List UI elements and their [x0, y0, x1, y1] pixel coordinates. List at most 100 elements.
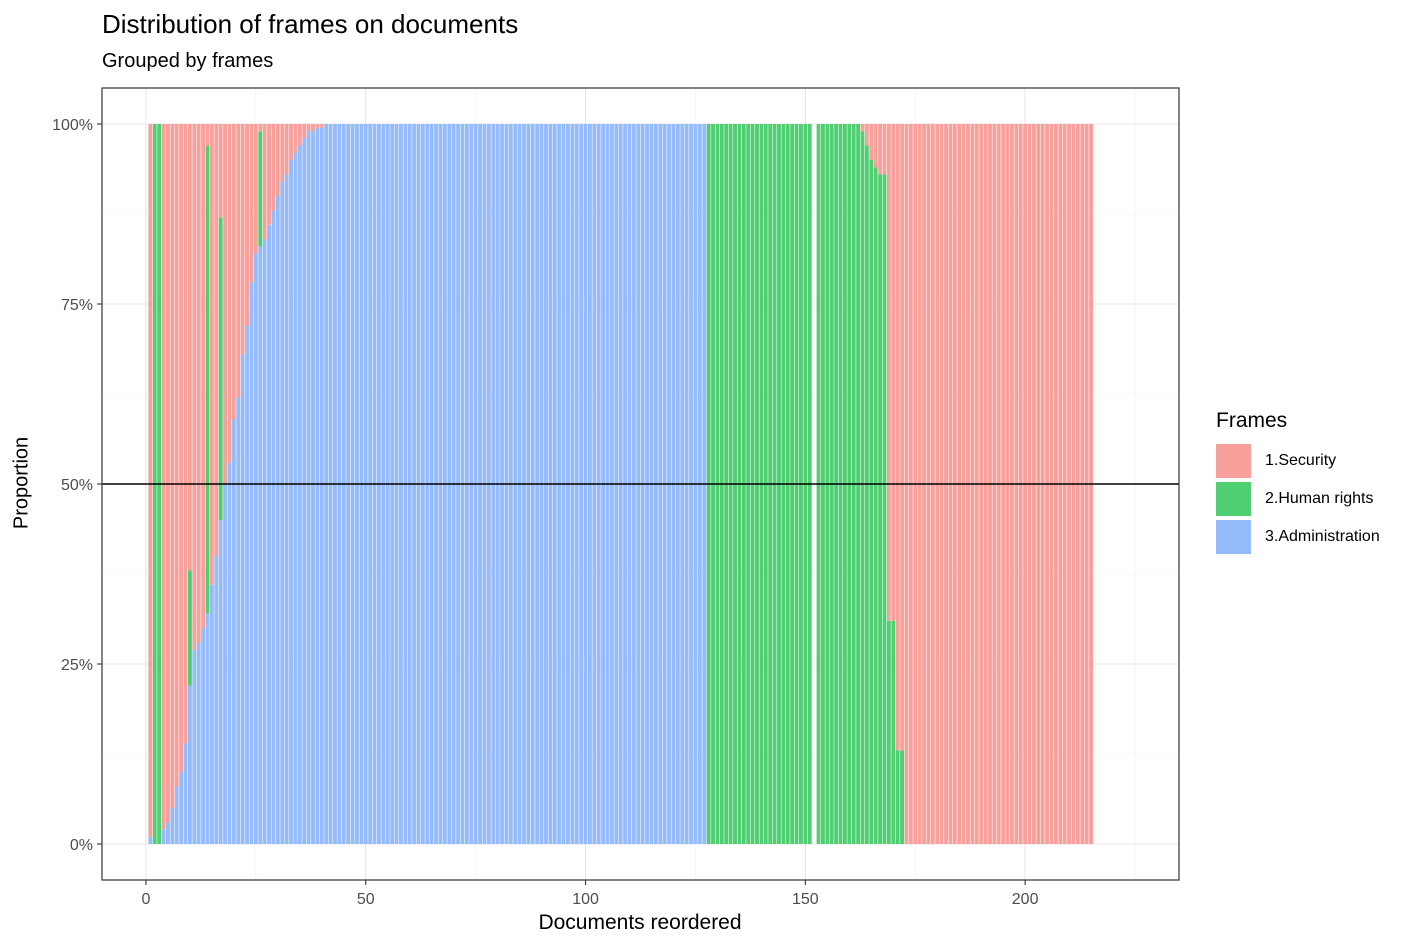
- bar-segment-human-rights: [873, 167, 878, 844]
- bar-segment-security: [289, 124, 293, 160]
- bar-segment-administration: [209, 584, 214, 844]
- bar-segment-administration: [262, 239, 267, 844]
- bar-segment-security: [214, 124, 219, 556]
- bar-segment-administration: [245, 325, 249, 845]
- bar-segment-administration: [223, 484, 228, 844]
- bar-segment-security: [240, 124, 245, 355]
- bar-segment-security: [201, 124, 206, 628]
- bar-segment-human-rights: [205, 145, 210, 614]
- bar-segment-administration: [275, 196, 280, 844]
- bar-segment-security: [869, 124, 874, 160]
- bar-segment-administration: [148, 836, 153, 844]
- bar-segment-administration: [231, 419, 236, 844]
- legend-label: 2.Human rights: [1265, 490, 1374, 507]
- bar-segment-administration: [311, 131, 315, 844]
- x-tick-label: 0: [142, 891, 151, 908]
- bar-segment-security: [293, 124, 298, 153]
- bar-segment-security: [258, 124, 263, 132]
- chart-subtitle: Grouped by frames: [102, 50, 274, 72]
- bar-segment-administration: [161, 829, 166, 844]
- x-tick-label: 50: [357, 891, 375, 908]
- legend-item-human-rights: 2.Human rights: [1216, 480, 1380, 518]
- bar-segment-security: [209, 124, 214, 585]
- bar-segment-administration: [297, 145, 302, 845]
- legend-key-human-rights: [1216, 482, 1251, 516]
- bar-segment-administration: [280, 181, 285, 845]
- bar-segment-security: [267, 124, 271, 225]
- bar-segment-administration: [240, 354, 245, 844]
- bar-segment-human-rights: [886, 620, 891, 844]
- bar-segment-security: [900, 124, 904, 751]
- legend-key-administration: [1216, 520, 1251, 554]
- bar-segment-administration: [236, 397, 241, 844]
- bar-segment-human-rights: [900, 750, 904, 844]
- legend-key-security: [1216, 444, 1251, 478]
- x-tick-label: 200: [1012, 891, 1039, 908]
- bar-segment-security: [205, 124, 210, 146]
- bar-segment-security: [227, 124, 232, 463]
- y-tick-label: 50%: [61, 477, 93, 494]
- bar-segment-administration: [205, 613, 210, 844]
- bar-segment-security: [306, 124, 311, 132]
- bar-segment-security: [280, 124, 285, 182]
- bar-segment-security: [249, 124, 254, 283]
- bar-segment-security: [891, 124, 896, 621]
- x-tick-label: 100: [572, 891, 599, 908]
- bar-segment-administration: [253, 253, 258, 845]
- bar-segment-security: [148, 124, 153, 837]
- bar-segment-security: [882, 124, 887, 175]
- bar-segment-security: [873, 124, 878, 168]
- x-axis-label: Documents reordered: [538, 911, 742, 934]
- legend: Frames 1.Security 2.Human rights 3.Admin…: [1216, 409, 1380, 556]
- bar-segment-security: [170, 124, 175, 808]
- bar-segment-administration: [293, 152, 298, 845]
- bar-segment-administration: [218, 520, 223, 844]
- y-tick-label: 25%: [61, 657, 93, 674]
- bar-segment-security: [319, 124, 324, 128]
- legend-item-administration: 3.Administration: [1216, 518, 1380, 556]
- bar-segment-security: [196, 124, 201, 643]
- bar-segment-administration: [306, 131, 311, 844]
- bar-segment-administration: [196, 642, 201, 844]
- bar-segment-administration: [284, 174, 289, 844]
- y-tick-label: 75%: [61, 297, 93, 314]
- bar-segment-security: [174, 124, 179, 787]
- bar-segment-administration: [315, 127, 320, 845]
- x-tick-label: 150: [792, 891, 819, 908]
- bar-segment-security: [231, 124, 236, 420]
- bar-segment-security: [192, 124, 197, 650]
- bar-segment-security: [302, 124, 307, 139]
- bar-segment-security: [245, 124, 249, 326]
- bar-segment-security: [262, 124, 267, 240]
- bar-segment-administration: [201, 628, 206, 844]
- bar-segment-administration: [170, 808, 175, 844]
- bar-segment-security: [179, 124, 184, 772]
- bar-segment-security: [166, 124, 170, 823]
- bar-segment-human-rights: [864, 145, 869, 845]
- bar-segment-administration: [302, 138, 307, 844]
- y-tick-label: 0%: [70, 837, 93, 854]
- bar-segment-administration: [289, 160, 293, 844]
- bar-segment-human-rights: [878, 174, 883, 844]
- bar-segment-security: [886, 124, 891, 621]
- y-axis-label: Proportion: [10, 436, 33, 530]
- bar-segment-human-rights: [187, 570, 192, 686]
- bar-segment-administration: [187, 685, 192, 844]
- bar-segment-security: [284, 124, 289, 175]
- bar-segment-administration: [174, 786, 179, 844]
- bar-segment-human-rights: [882, 174, 887, 844]
- bar-segment-human-rights: [869, 160, 874, 844]
- bar-segment-administration: [271, 210, 276, 844]
- bar-segment-administration: [258, 246, 263, 844]
- bar-segment-administration: [179, 772, 184, 844]
- legend-label: 1.Security: [1265, 452, 1337, 469]
- bar-segment-human-rights: [891, 620, 896, 844]
- bar-segment-security: [161, 124, 166, 830]
- bar-segment-security: [223, 124, 228, 484]
- legend-item-security: 1.Security: [1216, 442, 1380, 480]
- bar-segment-security: [187, 124, 192, 571]
- legend-title: Frames: [1216, 409, 1288, 432]
- bar-segment-administration: [319, 127, 324, 845]
- bar-segment-security: [315, 124, 320, 128]
- y-tick-label: 100%: [52, 117, 93, 134]
